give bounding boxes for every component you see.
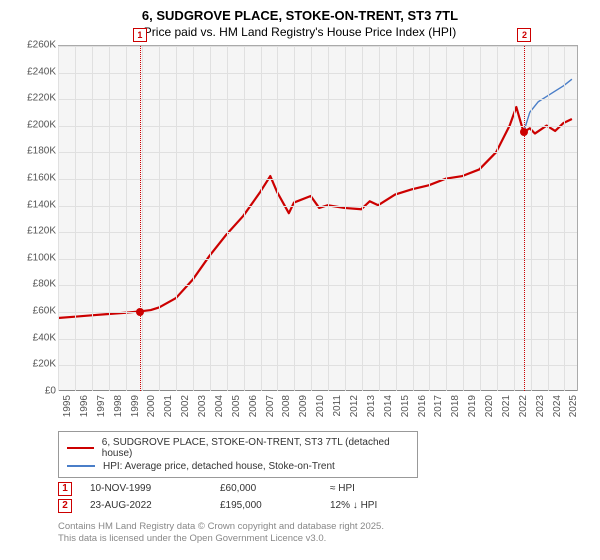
legend-label-1: 6, SUDGROVE PLACE, STOKE-ON-TRENT, ST3 7… [102, 437, 409, 459]
y-tick-label: £20K [12, 359, 56, 370]
plot-area: 12 [58, 45, 578, 391]
chart-title-line2: Price paid vs. HM Land Registry's House … [12, 25, 588, 39]
gridline-v [193, 46, 194, 391]
gridline-h [58, 365, 577, 366]
y-tick-label: £100K [12, 252, 56, 263]
transaction-index: 2 [58, 499, 72, 513]
y-tick-label: £200K [12, 119, 56, 130]
gridline-v [159, 46, 160, 391]
gridline-v [497, 46, 498, 391]
x-tick-label: 2025 [568, 395, 598, 417]
gridline-v [210, 46, 211, 391]
gridline-h [58, 99, 577, 100]
gridline-v [480, 46, 481, 391]
gridline-v [58, 46, 59, 391]
gridline-h [58, 179, 577, 180]
legend-row-2: HPI: Average price, detached house, Stok… [67, 460, 409, 473]
gridline-v [176, 46, 177, 391]
chart-region: 12 £0 £20K £40K £60K £80K £100K £120K £140K £160… [12, 45, 588, 425]
transaction-date: 23-AUG-2022 [90, 500, 220, 511]
gridline-v [109, 46, 110, 391]
y-tick-label: £40K [12, 332, 56, 343]
legend-label-2: HPI: Average price, detached house, Stok… [103, 461, 335, 472]
gridline-v [92, 46, 93, 391]
y-tick-label: £60K [12, 306, 56, 317]
gridline-h [58, 73, 577, 74]
gridline-v [227, 46, 228, 391]
gridline-v [142, 46, 143, 391]
transaction-marker-label: 1 [133, 28, 147, 42]
gridline-v [244, 46, 245, 391]
gridline-v [396, 46, 397, 391]
gridline-v [345, 46, 346, 391]
gridline-v [413, 46, 414, 391]
transaction-row: 1 10-NOV-1999£60,000≈ HPI [58, 482, 588, 496]
transaction-marker-label: 2 [517, 28, 531, 42]
gridline-v [548, 46, 549, 391]
gridline-h [58, 206, 577, 207]
transaction-index: 1 [58, 482, 72, 496]
transaction-dot [520, 128, 528, 136]
gridline-v [463, 46, 464, 391]
y-tick-label: £160K [12, 172, 56, 183]
gridline-v [294, 46, 295, 391]
transaction-row: 2 23-AUG-2022£195,00012% ↓ HPI [58, 499, 588, 513]
gridline-h [58, 339, 577, 340]
transaction-vs-hpi: 12% ↓ HPI [330, 500, 450, 511]
y-tick-label: £140K [12, 199, 56, 210]
transaction-date: 10-NOV-1999 [90, 483, 220, 494]
y-tick-label: £120K [12, 226, 56, 237]
footer-line2: This data is licensed under the Open Gov… [58, 533, 588, 545]
transaction-vline [140, 46, 141, 391]
gridline-v [531, 46, 532, 391]
transaction-price: £60,000 [220, 483, 330, 494]
gridline-h [58, 259, 577, 260]
gridline-v [564, 46, 565, 391]
gridline-v [429, 46, 430, 391]
gridline-h [58, 152, 577, 153]
y-tick-label: £80K [12, 279, 56, 290]
gridline-v [514, 46, 515, 391]
gridline-v [261, 46, 262, 391]
transaction-dot [136, 308, 144, 316]
gridline-h [58, 285, 577, 286]
transaction-price: £195,000 [220, 500, 330, 511]
y-tick-label: £240K [12, 66, 56, 77]
transaction-vs-hpi: ≈ HPI [330, 483, 450, 494]
footer-line1: Contains HM Land Registry data © Crown c… [58, 521, 588, 533]
y-tick-label: £260K [12, 39, 56, 50]
transactions-list: 1 10-NOV-1999£60,000≈ HPI 2 23-AUG-2022£195… [12, 482, 588, 513]
gridline-v [379, 46, 380, 391]
gridline-v [446, 46, 447, 391]
legend: 6, SUDGROVE PLACE, STOKE-ON-TRENT, ST3 7… [58, 431, 418, 478]
gridline-v [311, 46, 312, 391]
transaction-vline [524, 46, 525, 391]
legend-row-1: 6, SUDGROVE PLACE, STOKE-ON-TRENT, ST3 7… [67, 436, 409, 460]
legend-swatch-1 [67, 447, 94, 449]
gridline-v [362, 46, 363, 391]
gridline-h [58, 126, 577, 127]
gridline-v [277, 46, 278, 391]
gridline-v [75, 46, 76, 391]
y-tick-label: £180K [12, 146, 56, 157]
gridline-h [58, 232, 577, 233]
chart-title-line1: 6, SUDGROVE PLACE, STOKE-ON-TRENT, ST3 7… [12, 8, 588, 25]
y-tick-label: £0 [12, 385, 56, 396]
gridline-v [126, 46, 127, 391]
legend-swatch-2 [67, 465, 95, 467]
chart-container: 6, SUDGROVE PLACE, STOKE-ON-TRENT, ST3 7… [0, 0, 600, 560]
footer: Contains HM Land Registry data © Crown c… [58, 521, 588, 546]
y-tick-label: £220K [12, 93, 56, 104]
gridline-v [328, 46, 329, 391]
gridline-h [58, 46, 577, 47]
